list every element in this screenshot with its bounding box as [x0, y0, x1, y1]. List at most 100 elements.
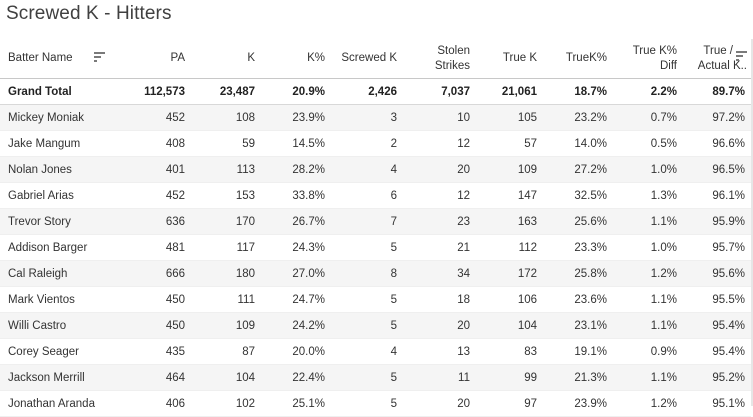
cell-batter-name: Willi Castro — [0, 312, 112, 339]
cell-true-k-pct: 23.6% — [543, 286, 613, 313]
cell-k: 117 — [191, 234, 261, 261]
cell-true-k: 105 — [476, 104, 543, 131]
header-k-label: K — [247, 52, 255, 64]
cell-screwed-k: 7 — [331, 208, 403, 235]
cell-pa: 450 — [112, 312, 191, 339]
cell-batter-name: Jake Mangum — [0, 130, 112, 157]
table-row[interactable]: Cal Raleigh 666 180 27.0% 8 34 172 25.8% 1.2% 95.… — [0, 260, 751, 287]
cell-k-pct: 22.4% — [261, 364, 331, 391]
table-row[interactable]: Addison Barger 481 117 24.3% 5 21 112 23.3% 1.0%… — [0, 234, 751, 261]
table-row[interactable]: Jackson Merrill 464 104 22.4% 5 11 99 21.3% 1.1%… — [0, 364, 751, 391]
header-true-k-pct[interactable]: TrueK% — [543, 39, 613, 79]
cell-stolen-strikes: 13 — [403, 338, 476, 365]
cell-pa: 636 — [112, 208, 191, 235]
cell-k-pct: 24.7% — [261, 286, 331, 313]
header-stolen-strikes-line2: Strikes — [434, 59, 470, 72]
cell-diff: 0.9% — [613, 338, 683, 365]
cell-k: 104 — [191, 364, 261, 391]
grand-total-row: Grand Total 112,573 23,487 20.9% 2,426 7… — [0, 78, 751, 105]
grand-total-ratio: 89.7% — [683, 78, 751, 105]
cell-ratio: 95.7% — [683, 234, 751, 261]
cell-true-k-pct: 21.3% — [543, 364, 613, 391]
cell-k-pct: 23.9% — [261, 104, 331, 131]
header-k-pct[interactable]: K% — [261, 39, 331, 79]
cell-ratio: 95.5% — [683, 286, 751, 313]
cell-ratio: 96.1% — [683, 182, 751, 209]
cell-screwed-k: 3 — [331, 104, 403, 131]
cell-screwed-k: 5 — [331, 364, 403, 391]
cell-k: 59 — [191, 130, 261, 157]
table-row[interactable]: Nolan Jones 401 113 28.2% 4 20 109 27.2% 1.0% 96.… — [0, 156, 751, 183]
cell-true-k: 163 — [476, 208, 543, 235]
header-true-k-pct-label: TrueK% — [565, 52, 607, 64]
cell-stolen-strikes: 20 — [403, 390, 476, 417]
cell-stolen-strikes: 20 — [403, 312, 476, 339]
grand-total-label: Grand Total — [0, 78, 112, 105]
cell-pa: 450 — [112, 286, 191, 313]
cell-diff: 1.1% — [613, 286, 683, 313]
cell-true-k: 97 — [476, 390, 543, 417]
header-pa[interactable]: PA — [112, 39, 191, 79]
cell-true-k: 172 — [476, 260, 543, 287]
cell-diff: 1.1% — [613, 312, 683, 339]
cell-k: 113 — [191, 156, 261, 183]
cell-k-pct: 33.8% — [261, 182, 331, 209]
cell-true-k-pct: 25.8% — [543, 260, 613, 287]
header-true-k-pct-diff-line1: True K% — [632, 44, 677, 57]
cell-true-k-pct: 23.2% — [543, 104, 613, 131]
table-row[interactable]: Gabriel Arias 452 153 33.8% 6 12 147 32.5% 1.3% 9… — [0, 182, 751, 209]
cell-pa: 452 — [112, 182, 191, 209]
table-row[interactable]: Willi Castro 450 109 24.2% 5 20 104 23.1% 1.1% 95… — [0, 312, 751, 339]
cell-diff: 1.2% — [613, 390, 683, 417]
cell-batter-name: Mark Vientos — [0, 286, 112, 313]
cell-k: 102 — [191, 390, 261, 417]
header-true-k[interactable]: True K — [476, 39, 543, 79]
cell-k-pct: 25.1% — [261, 390, 331, 417]
table-row[interactable]: Mark Vientos 450 111 24.7% 5 18 106 23.6% 1.1% 95… — [0, 286, 751, 313]
cell-screwed-k: 2 — [331, 130, 403, 157]
cell-true-k: 57 — [476, 130, 543, 157]
cell-batter-name: Trevor Story — [0, 208, 112, 235]
header-true-k-label: True K — [502, 52, 537, 64]
cell-k-pct: 26.7% — [261, 208, 331, 235]
cell-true-k: 83 — [476, 338, 543, 365]
header-screwed-k[interactable]: Screwed K — [331, 39, 403, 79]
cell-pa: 481 — [112, 234, 191, 261]
cell-batter-name: Jonathan Aranda — [0, 390, 112, 417]
cell-diff: 1.1% — [613, 364, 683, 391]
cell-diff: 1.2% — [613, 260, 683, 287]
cell-true-k-pct: 14.0% — [543, 130, 613, 157]
hitters-table: Batter Name PA K K% Screwed K Stolen Str… — [0, 39, 751, 417]
table-row[interactable]: Trevor Story 636 170 26.7% 7 23 163 25.6% 1.1% 95… — [0, 208, 751, 235]
cell-diff: 0.5% — [613, 130, 683, 157]
sort-icon[interactable] — [736, 51, 748, 61]
cell-k: 180 — [191, 260, 261, 287]
cell-screwed-k: 8 — [331, 260, 403, 287]
cell-batter-name: Jackson Merrill — [0, 364, 112, 391]
header-stolen-strikes[interactable]: Stolen Strikes — [403, 39, 476, 79]
cell-true-k-pct: 27.2% — [543, 156, 613, 183]
cell-screwed-k: 5 — [331, 286, 403, 313]
cell-k-pct: 20.0% — [261, 338, 331, 365]
header-true-actual-k[interactable]: True / Actual K.. — [683, 39, 751, 79]
cell-ratio: 95.4% — [683, 338, 751, 365]
grand-total-stolen-strikes: 7,037 — [403, 78, 476, 105]
cell-screwed-k: 4 — [331, 156, 403, 183]
header-true-k-pct-diff[interactable]: True K% Diff — [613, 39, 683, 79]
cell-screwed-k: 6 — [331, 182, 403, 209]
header-batter-name-label: Batter Name — [8, 52, 73, 64]
header-batter-name[interactable]: Batter Name — [0, 39, 112, 79]
header-screwed-k-label: Screwed K — [341, 52, 397, 64]
cell-true-k: 112 — [476, 234, 543, 261]
cell-k: 108 — [191, 104, 261, 131]
table-row[interactable]: Jake Mangum 408 59 14.5% 2 12 57 14.0% 0.5% 96.6% — [0, 130, 751, 157]
table-row[interactable]: Mickey Moniak 452 108 23.9% 3 10 105 23.2% 0.7% 9… — [0, 104, 751, 131]
cell-true-k-pct: 25.6% — [543, 208, 613, 235]
table-row[interactable]: Corey Seager 435 87 20.0% 4 13 83 19.1% 0.9% 95.4… — [0, 338, 751, 365]
cell-ratio: 95.2% — [683, 364, 751, 391]
table-row[interactable]: Jonathan Aranda 406 102 25.1% 5 20 97 23.9% 1.2%… — [0, 390, 751, 417]
scrollbar-track[interactable] — [751, 39, 753, 406]
grand-total-diff: 2.2% — [613, 78, 683, 105]
sort-icon[interactable] — [94, 52, 106, 62]
header-k[interactable]: K — [191, 39, 261, 79]
